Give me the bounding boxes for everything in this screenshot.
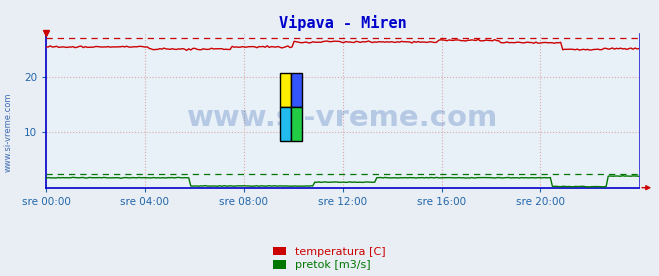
- FancyBboxPatch shape: [281, 107, 291, 141]
- Legend: temperatura [C], pretok [m3/s]: temperatura [C], pretok [m3/s]: [273, 246, 386, 270]
- FancyBboxPatch shape: [291, 73, 302, 107]
- Text: www.si-vreme.com: www.si-vreme.com: [187, 104, 498, 132]
- Title: Vipava - Miren: Vipava - Miren: [279, 15, 407, 31]
- Text: www.si-vreme.com: www.si-vreme.com: [3, 93, 13, 172]
- FancyBboxPatch shape: [281, 73, 291, 107]
- FancyBboxPatch shape: [291, 107, 302, 141]
